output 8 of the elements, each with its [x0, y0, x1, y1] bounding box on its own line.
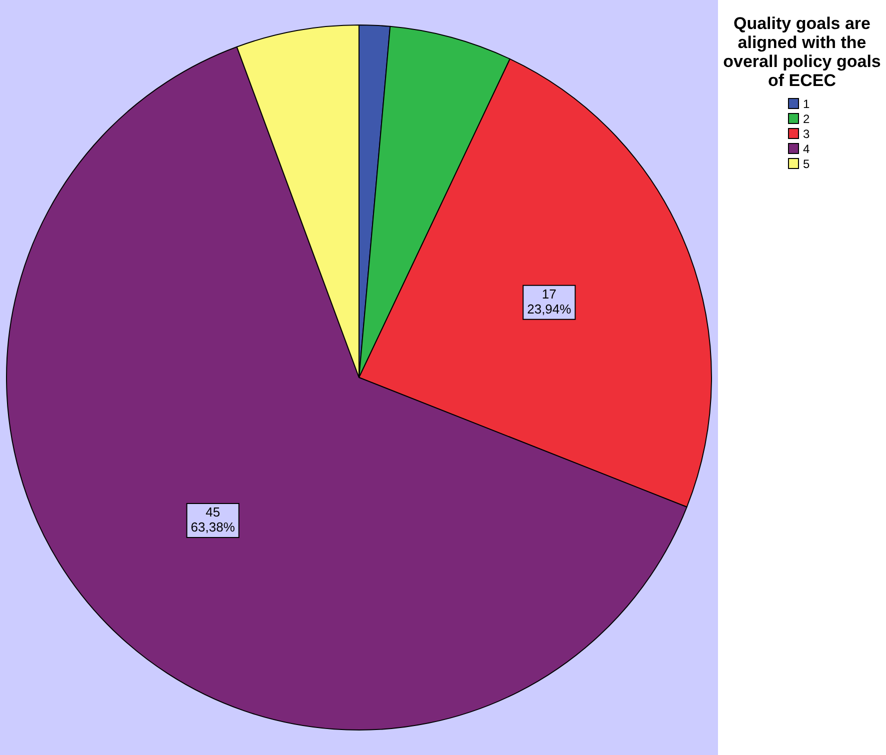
legend-title: Quality goals are aligned with the overall policy goals of ECEC — [722, 14, 882, 90]
data-label: 17 23,94% — [527, 286, 572, 316]
legend-label: 1 — [803, 96, 810, 110]
legend-label: 3 — [803, 126, 810, 140]
legend-label: 5 — [803, 156, 810, 170]
legend-label: 2 — [803, 112, 810, 126]
data-label: 45 63,38% — [190, 504, 236, 535]
legend-label: 4 — [803, 142, 810, 156]
